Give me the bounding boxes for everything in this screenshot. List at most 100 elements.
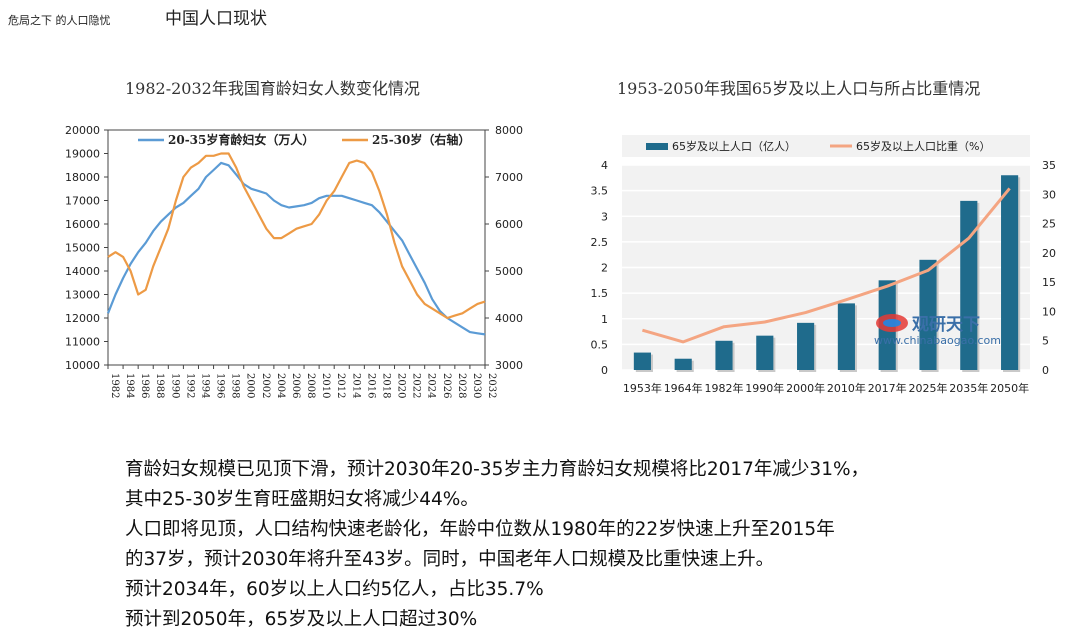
chart1-series-line-1 [106,161,486,336]
watermark-url: www.chinabaogao.com [874,334,1001,347]
chart2-legend-background [622,135,1030,157]
chart1-x-tick-label: 2010 [320,373,331,398]
chart1-y-tick-label: 19000 [65,148,100,161]
chart2-bar [919,259,937,370]
chart2-legend-swatch-bar [646,143,668,150]
chart2-category-label: 2010年 [827,381,866,395]
chart2-y-tick-label: 0 [601,364,608,377]
chart2-bar [837,303,855,370]
header-small-title: 危局之下 的人口隐忧 [8,14,111,27]
chart2-legend-label-bar: 65岁及以上人口（亿人） [672,139,796,153]
chart1-x-tick-label: 1998 [230,373,241,398]
chart1-y2-tick-label: 3000 [495,359,523,372]
chart1-x-tick-label: 1988 [154,373,165,398]
chart1-y-tick-label: 16000 [65,218,100,231]
chart1-x-tick-label: 1984 [124,373,135,398]
chart1-x-tick-label: 2006 [290,373,301,398]
chart1-x-tick-label: 1990 [169,373,180,398]
chart2-category-label: 2025年 [909,381,948,395]
chart1-x-tick-label: 2024 [426,373,437,398]
body-text: 育龄妇女规模已见顶下滑，预计2030年20-35岁主力育龄妇女规模将比2017年… [125,455,1070,635]
chart1-x-tick-label: 1994 [199,373,210,398]
chart1-y-tick-label: 10000 [65,359,100,372]
watermark-logo-inner-icon [883,319,901,327]
chart2-legend-label-line: 65岁及以上人口比重（%） [856,139,990,153]
chart2-category-label: 2017年 [868,381,907,395]
chart1-x-tick-label: 2002 [260,373,271,398]
chart2-y-tick-label: 2 [601,262,608,275]
chart2-bar [797,322,815,370]
header-main-title: 中国人口现状 [165,9,267,29]
chart1-x-tick-label: 2018 [380,373,391,398]
chart1-x-tick-label: 2004 [275,373,286,398]
body-line: 预计2034年，60岁以上人口约5亿人，占比35.7% [125,579,544,600]
body-line: 预计到2050年，65岁及以上人口超过30% [125,609,478,630]
chart2-y-tick-label: 1 [601,313,608,326]
chart2-bar [633,352,651,370]
chart1-x-tick-label: 2028 [456,373,467,398]
chart1-y-tick-label: 17000 [65,195,100,208]
chart2-y2-tick-label: 10 [1042,305,1056,318]
chart2-category-label: 2000年 [786,381,825,395]
chart1-y-tick-label: 18000 [65,171,100,184]
chart2-bar [756,335,774,370]
chart1-y-tick-label: 20000 [65,124,100,137]
chart1-x-tick-label: 2000 [245,373,256,398]
chart2-y-tick-label: 3.5 [591,185,609,198]
chart1-x-tick-label: 1982 [109,373,120,398]
chart1-title: 1982-2032年我国育龄妇女人数变化情况 [125,79,420,98]
chart1-x-tick-label: 2016 [365,373,376,398]
chart2-y2-tick-label: 15 [1042,276,1056,289]
chart2-y2-tick-label: 0 [1042,364,1049,377]
chart1-series-line-2 [107,152,486,320]
chart2-y-tick-label: 4 [601,159,608,172]
chart2-y2-tick-label: 5 [1042,335,1049,348]
chart2-category-label: 2050年 [990,381,1029,395]
chart1-y2-tick-label: 8000 [495,124,523,137]
chart2-bar [715,340,733,370]
chart2-bar [674,358,692,370]
chart2-y-tick-label: 1.5 [591,287,609,300]
chart2-y2-tick-label: 20 [1042,247,1056,260]
chart1-legend-label: 25-30岁（右轴） [372,132,470,147]
chart1-y2-tick-label: 4000 [495,312,523,325]
chart1-y-tick-label: 13000 [65,289,100,302]
chart1-x-tick-label: 2020 [396,373,407,398]
chart1-x-tick-label: 2012 [335,373,346,398]
chart2-category-label: 1990年 [745,381,784,395]
body-line: 的37岁，预计2030年将升至43岁。同时，中国老年人口规模及比重快速上升。 [125,549,775,570]
chart2-y-tick-label: 2.5 [591,236,609,249]
body-line: 人口即将见顶，人口结构快速老龄化，年龄中位数从1980年的22岁快速上升至201… [125,519,835,540]
chart1-x-tick-label: 2030 [471,373,482,398]
chart2-y2-tick-label: 25 [1042,218,1056,231]
chart1-legend-label: 20-35岁育龄妇女（万人） [168,132,314,147]
chart2-category-label: 1982年 [705,381,744,395]
chart2-y-tick-label: 0.5 [591,338,609,351]
chart1-x-tick-label: 1986 [139,373,150,398]
chart2-category-label: 2035年 [949,381,988,395]
chart1-x-tick-label: 1996 [215,373,226,398]
chart2-category-label: 1964年 [664,381,703,395]
chart2-y2-tick-label: 30 [1042,188,1056,201]
chart1-y-tick-label: 11000 [65,336,100,349]
chart2-bar [1001,175,1019,370]
chart2-category-label: 1953年 [623,381,662,395]
chart1-y-tick-label: 15000 [65,242,100,255]
chart1-x-tick-label: 1992 [184,373,195,398]
chart1-y2-tick-label: 5000 [495,265,523,278]
chart1-x-tick-label: 2014 [350,373,361,398]
chart1-y-tick-label: 12000 [65,312,100,325]
watermark-text: 观研天下 [911,315,980,335]
chart1-x-tick-label: 2026 [441,373,452,398]
chart2-y2-tick-label: 35 [1042,159,1056,172]
chart1-y-tick-label: 14000 [65,265,100,278]
body-line: 其中25-30岁生育旺盛期妇女将减少44%。 [125,489,479,510]
chart1-x-tick-label: 2032 [486,373,497,398]
chart1-y2-tick-label: 6000 [495,218,523,231]
chart1-y2-tick-label: 7000 [495,171,523,184]
body-line: 育龄妇女规模已见顶下滑，预计2030年20-35岁主力育龄妇女规模将比2017年… [125,459,870,480]
chart1-x-tick-label: 2022 [411,373,422,398]
chart2-y-tick-label: 3 [601,210,608,223]
